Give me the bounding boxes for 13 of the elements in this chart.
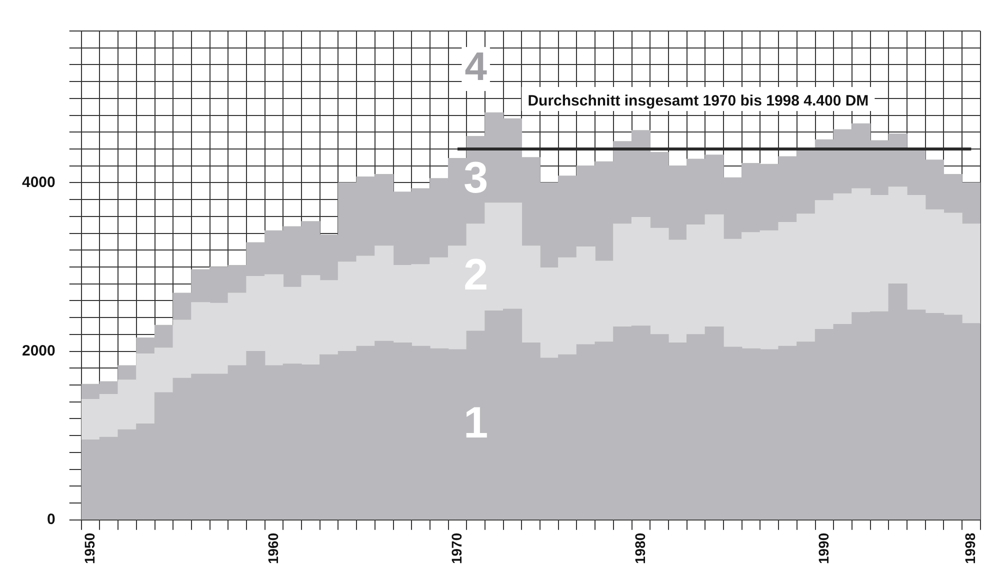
annotation: 4 [464, 45, 488, 90]
x-tick-label: 1990 [815, 532, 832, 564]
annotation: Durchschnitt insgesamt 1970 bis 1998 4.400 DM [528, 92, 869, 110]
series-label: 1 [464, 398, 488, 448]
y-tick-label: 4000 [22, 174, 56, 191]
x-tick-label: 1950 [81, 532, 98, 564]
x-tick-label: 1960 [264, 532, 281, 564]
x-tick-label: 1998 [962, 532, 978, 564]
y-tick-label: 0 [47, 510, 56, 528]
x-tick-label: 1980 [632, 532, 648, 564]
y-tick-label: 2000 [22, 342, 56, 360]
series-label: 3 [464, 153, 488, 202]
x-tick-label: 1970 [448, 532, 464, 564]
